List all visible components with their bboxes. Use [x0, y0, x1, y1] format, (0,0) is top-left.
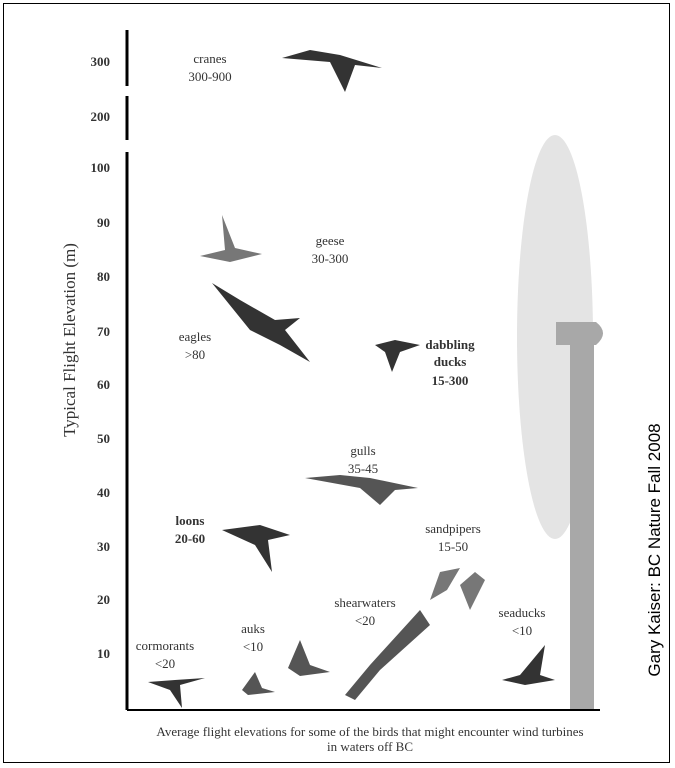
y-tick-label: 300	[70, 54, 110, 70]
bird-name: cranes	[165, 50, 255, 67]
bird-range: 20-60	[145, 530, 235, 547]
y-tick-label: 50	[70, 431, 110, 447]
y-tick-label: 100	[70, 160, 110, 176]
turbine-nacelle	[556, 322, 603, 345]
bird-name: shearwaters	[320, 594, 410, 611]
bird-name: auks	[208, 620, 298, 637]
bird-name: geese	[285, 232, 375, 249]
bird-range: 30-300	[285, 250, 375, 267]
y-tick-label: 10	[70, 646, 110, 662]
y-tick-label: 90	[70, 215, 110, 231]
bird-name: loons	[145, 512, 235, 529]
bird-range: <20	[120, 655, 210, 672]
bird-range: 15-50	[408, 538, 498, 555]
y-tick-label: 80	[70, 269, 110, 285]
bird-name: cormorants	[120, 637, 210, 654]
bird-name: eagles	[150, 328, 240, 345]
bird-range: <20	[320, 612, 410, 629]
bird-range: <10	[208, 638, 298, 655]
turbine-tower	[570, 330, 594, 710]
bird-range: >80	[150, 346, 240, 363]
y-tick-label: 30	[70, 539, 110, 555]
y-tick-label: 70	[70, 324, 110, 340]
bird-range: 35-45	[318, 460, 408, 477]
bird-name: dabbling ducks	[410, 336, 490, 370]
caption: Average flight elevations for some of th…	[150, 724, 590, 754]
y-tick-label: 20	[70, 592, 110, 608]
page: Typical Flight Elevation (m) 30020010090…	[0, 0, 675, 768]
bird-name: sandpipers	[408, 520, 498, 537]
credit: Gary Kaiser: BC Nature Fall 2008	[645, 395, 665, 705]
y-tick-label: 60	[70, 377, 110, 393]
bird-name: seaducks	[477, 604, 567, 621]
bird-range: 15-300	[410, 372, 490, 389]
y-tick-label: 200	[70, 109, 110, 125]
bird-range: 300-900	[165, 68, 255, 85]
y-tick-label: 40	[70, 485, 110, 501]
bird-range: <10	[477, 622, 567, 639]
bird-name: gulls	[318, 442, 408, 459]
